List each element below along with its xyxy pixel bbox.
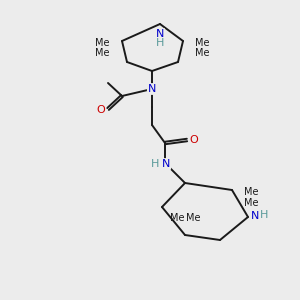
Text: N: N — [148, 84, 156, 94]
Text: O: O — [97, 105, 105, 115]
Text: Me: Me — [195, 48, 209, 58]
Text: Me: Me — [244, 187, 259, 197]
Text: Me: Me — [186, 213, 200, 223]
Text: H: H — [151, 159, 159, 169]
Text: O: O — [190, 135, 198, 145]
Text: N: N — [156, 29, 164, 39]
Text: Me: Me — [195, 38, 209, 48]
Text: Me: Me — [170, 213, 184, 223]
Text: N: N — [251, 211, 259, 221]
Text: Me: Me — [95, 38, 110, 48]
Text: H: H — [260, 210, 268, 220]
Text: N: N — [162, 159, 170, 169]
Text: Me: Me — [95, 48, 110, 58]
Text: Me: Me — [244, 198, 259, 208]
Text: H: H — [156, 38, 164, 48]
